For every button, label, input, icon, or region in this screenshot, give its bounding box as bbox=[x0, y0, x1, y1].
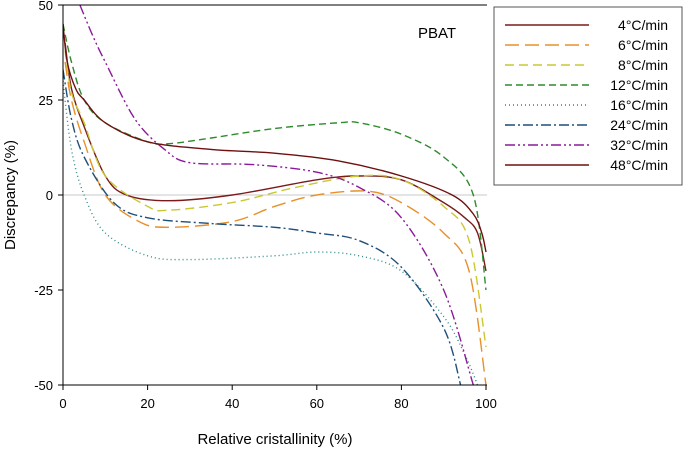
x-tick-label: 100 bbox=[475, 396, 497, 411]
y-axis-label: Discrepancy (%) bbox=[2, 140, 19, 250]
x-axis-label: Relative cristallinity (%) bbox=[197, 431, 352, 448]
series-line-5 bbox=[63, 69, 462, 385]
legend-label: 48°C/min bbox=[610, 157, 668, 173]
y-tick-label: -50 bbox=[34, 378, 53, 393]
y-tick-label: -25 bbox=[34, 283, 53, 298]
series-line-6 bbox=[79, 5, 474, 385]
x-tick-label: 80 bbox=[394, 396, 408, 411]
legend bbox=[493, 6, 683, 186]
y-tick-label: 0 bbox=[46, 188, 53, 203]
x-tick-label: 0 bbox=[59, 396, 66, 411]
y-tick-label: 25 bbox=[39, 93, 53, 108]
series-line-7 bbox=[63, 23, 487, 253]
y-tick-label: 50 bbox=[39, 0, 53, 13]
legend-label: 12°C/min bbox=[610, 77, 668, 93]
legend-label: 4°C/min bbox=[618, 17, 668, 33]
x-tick-label: 60 bbox=[310, 396, 324, 411]
legend-label: 16°C/min bbox=[610, 97, 668, 113]
annotation-label: PBAT bbox=[418, 25, 456, 42]
series-line-1 bbox=[64, 61, 487, 385]
series-line-2 bbox=[64, 50, 487, 348]
x-tick-label: 20 bbox=[140, 396, 154, 411]
series-line-3 bbox=[63, 23, 487, 291]
x-tick-label: 40 bbox=[225, 396, 239, 411]
legend-label: 8°C/min bbox=[618, 57, 668, 73]
legend-label: 24°C/min bbox=[610, 117, 668, 133]
legend-label: 32°C/min bbox=[610, 137, 668, 153]
legend-label: 6°C/min bbox=[618, 37, 668, 53]
series-line-0 bbox=[64, 42, 487, 272]
series-line-4 bbox=[63, 80, 479, 385]
